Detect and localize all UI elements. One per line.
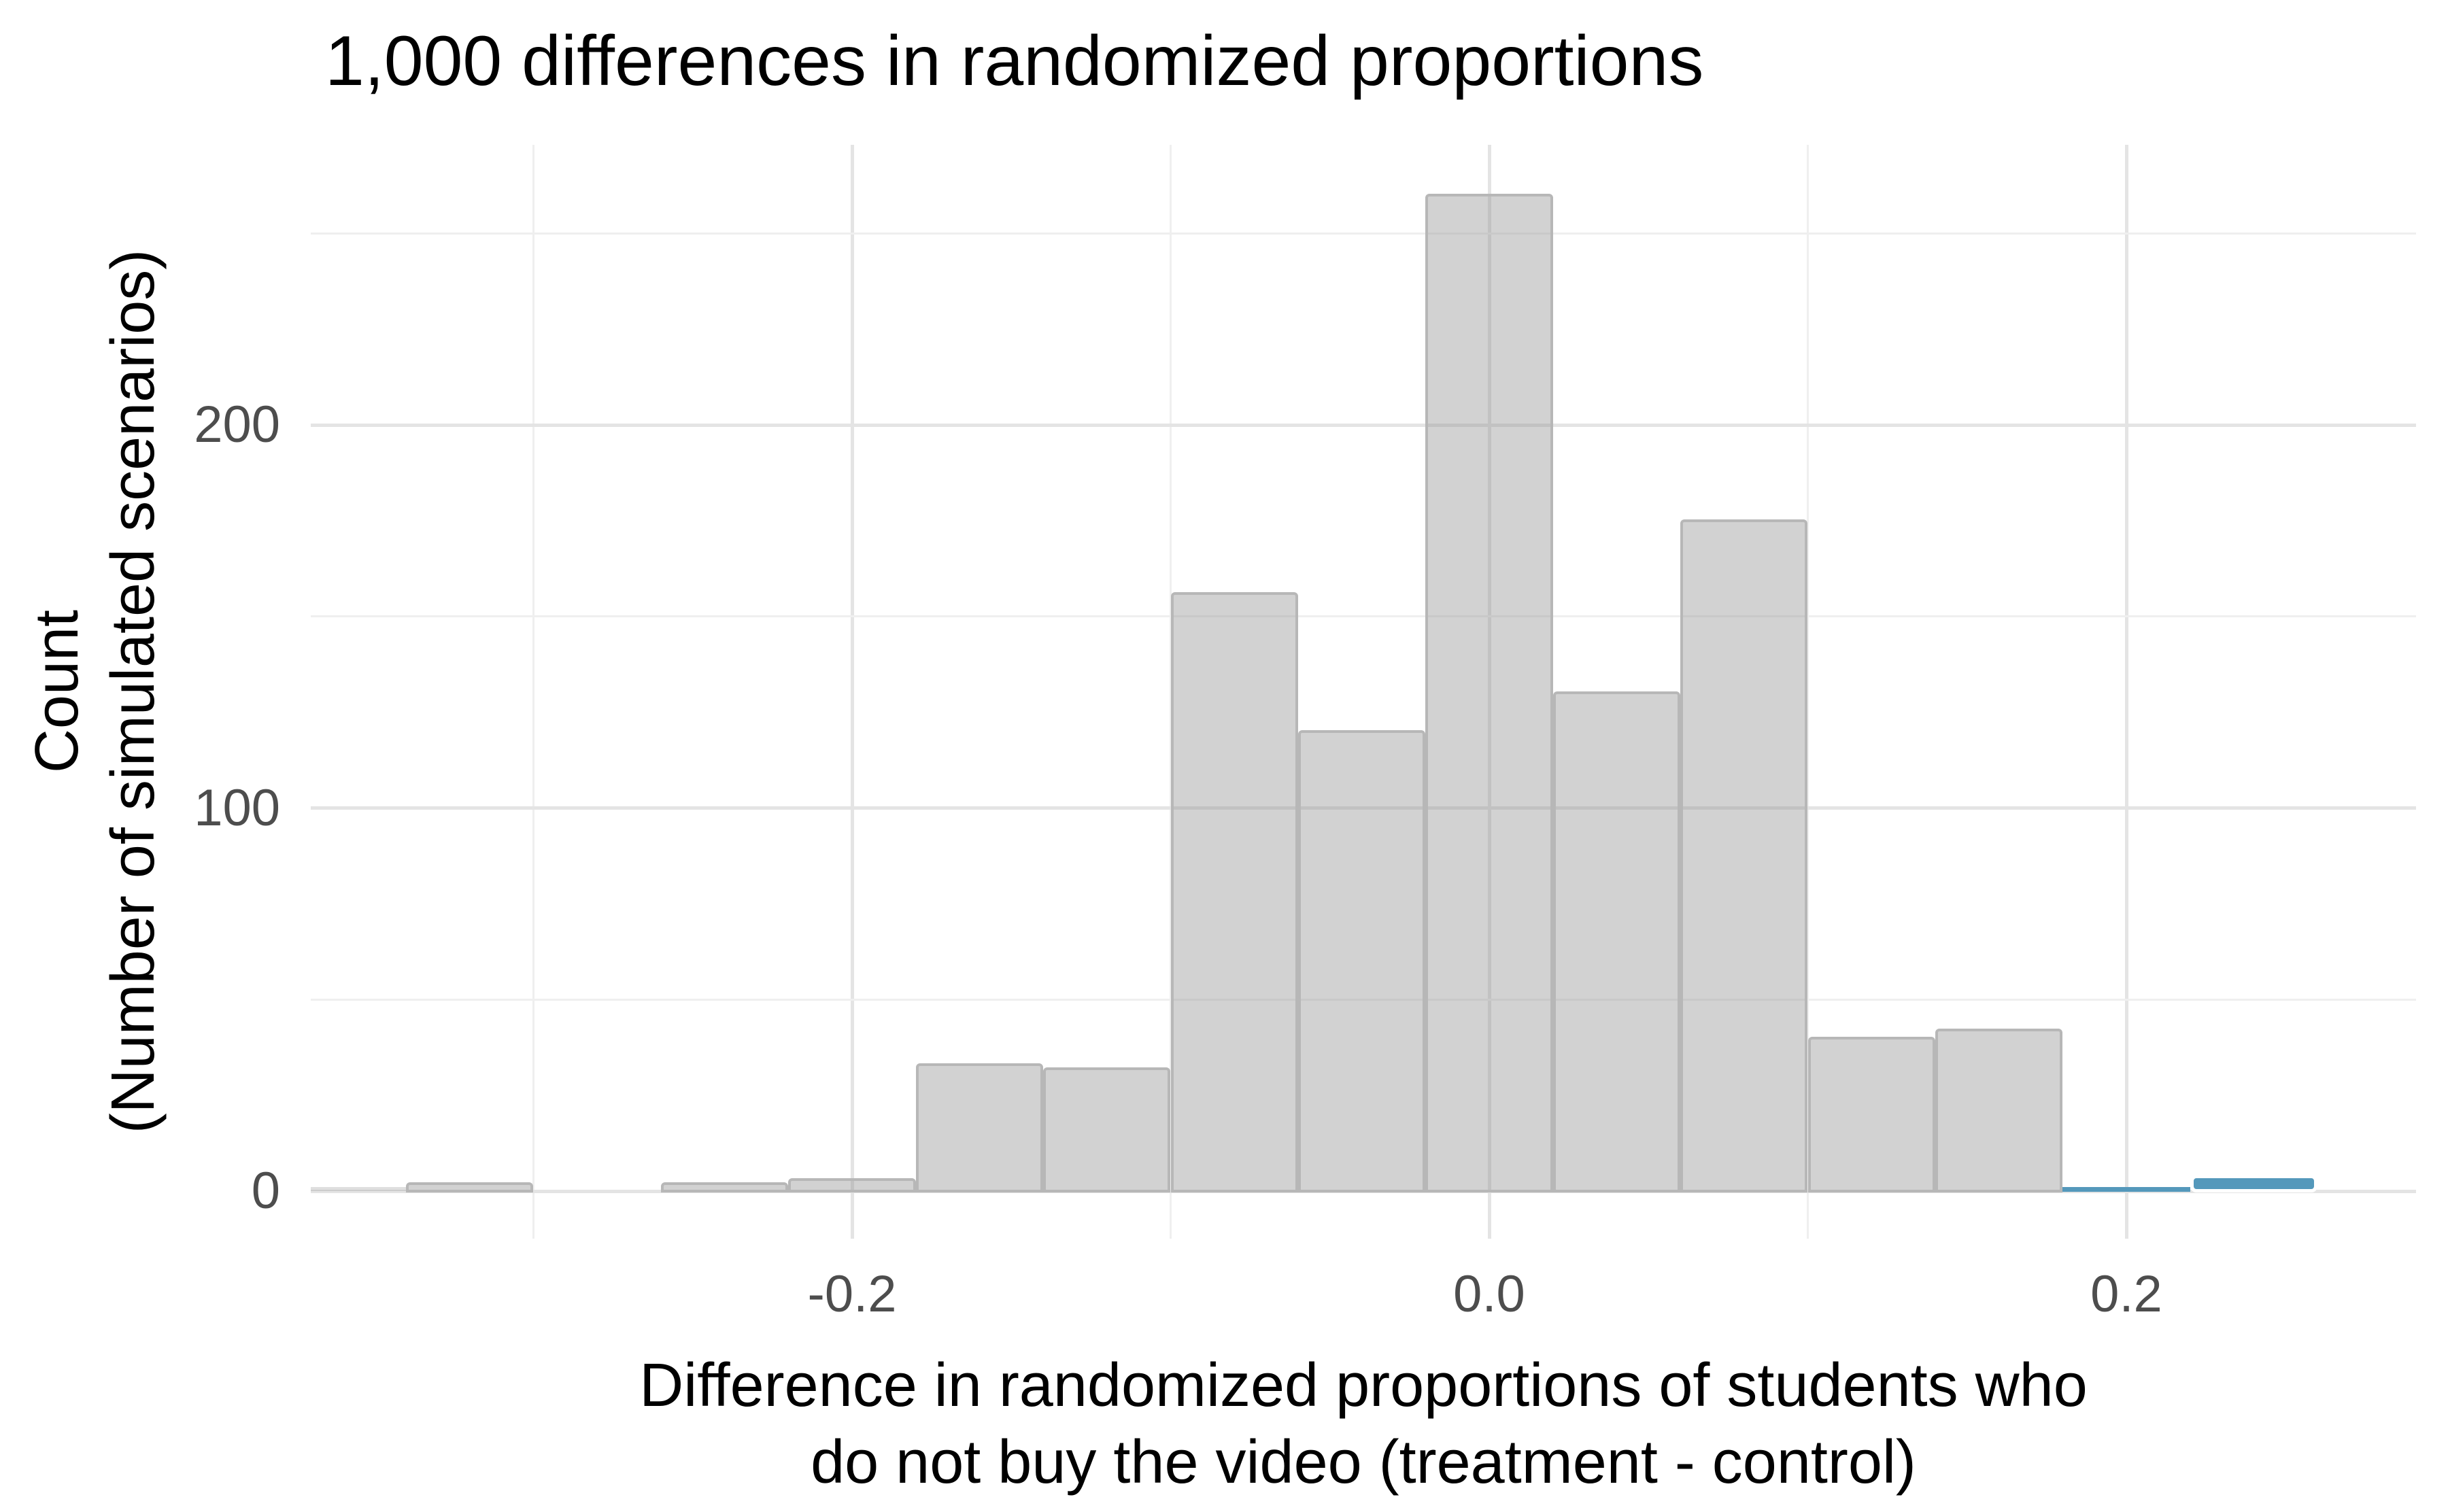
y-minor-gridline: [311, 615, 2416, 618]
x-major-gridline: [850, 145, 854, 1239]
x-tick-label: 0.2: [2090, 1265, 2162, 1323]
histogram-bar: [311, 1187, 407, 1191]
x-axis-title: Difference in randomized proportions of …: [275, 1347, 2448, 1501]
histogram-bar: [1935, 1029, 2063, 1192]
histogram-bar: [660, 1182, 789, 1192]
x-minor-gridline: [1807, 145, 1809, 1239]
histogram-bar: [1552, 691, 1681, 1192]
histogram-bar: [406, 1182, 534, 1192]
histogram-bar: [1680, 519, 1808, 1192]
histogram-bar: [1297, 729, 1426, 1192]
histogram-bar: [915, 1063, 1044, 1192]
histogram-bar: [1170, 591, 1298, 1192]
plot-panel: [311, 145, 2416, 1239]
histogram-bar: [788, 1178, 916, 1192]
y-major-gridline: [311, 806, 2416, 810]
histogram-bar: [1425, 193, 1553, 1192]
x-major-gridline: [1487, 145, 1491, 1239]
x-axis-title-line2: do not buy the video (treatment - contro…: [811, 1428, 1916, 1496]
y-tick-label: 0: [251, 1162, 280, 1220]
y-axis-title: Count (Number of simulated scenarios): [19, 46, 171, 1337]
y-tick-label: 200: [194, 396, 280, 453]
x-tick-label: 0.0: [1453, 1265, 1525, 1323]
y-axis-title-line2: (Number of simulated scenarios): [99, 249, 167, 1134]
x-axis-title-line1: Difference in randomized proportions of …: [639, 1352, 2088, 1420]
y-major-gridline: [311, 423, 2416, 427]
x-tick-label: -0.2: [807, 1265, 897, 1323]
y-minor-gridline: [311, 232, 2416, 235]
highlighted-histogram-bar: [2062, 1187, 2190, 1192]
chart-title: 1,000 differences in randomized proporti…: [325, 22, 1704, 101]
y-minor-gridline: [311, 998, 2416, 1001]
y-tick-label: 100: [194, 778, 280, 837]
x-minor-gridline: [532, 145, 534, 1239]
x-major-gridline: [2124, 145, 2128, 1239]
histogram-bar: [1807, 1036, 1935, 1192]
histogram-bar: [1043, 1067, 1171, 1192]
highlighted-histogram-bar: [2190, 1175, 2318, 1192]
y-axis-title-line1: Count: [23, 609, 91, 774]
